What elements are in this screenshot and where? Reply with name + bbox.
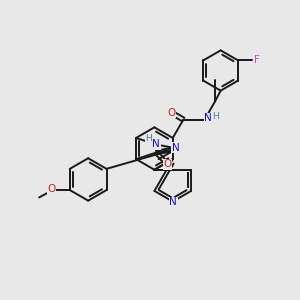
Text: N: N <box>169 197 177 207</box>
Text: O: O <box>163 159 172 169</box>
Text: N: N <box>172 143 179 153</box>
Text: O: O <box>47 184 56 194</box>
Text: F: F <box>254 56 260 65</box>
Text: H: H <box>146 134 152 143</box>
Text: N: N <box>204 113 212 123</box>
Text: O: O <box>167 108 175 118</box>
Text: N: N <box>152 140 160 149</box>
Text: H: H <box>212 112 219 121</box>
